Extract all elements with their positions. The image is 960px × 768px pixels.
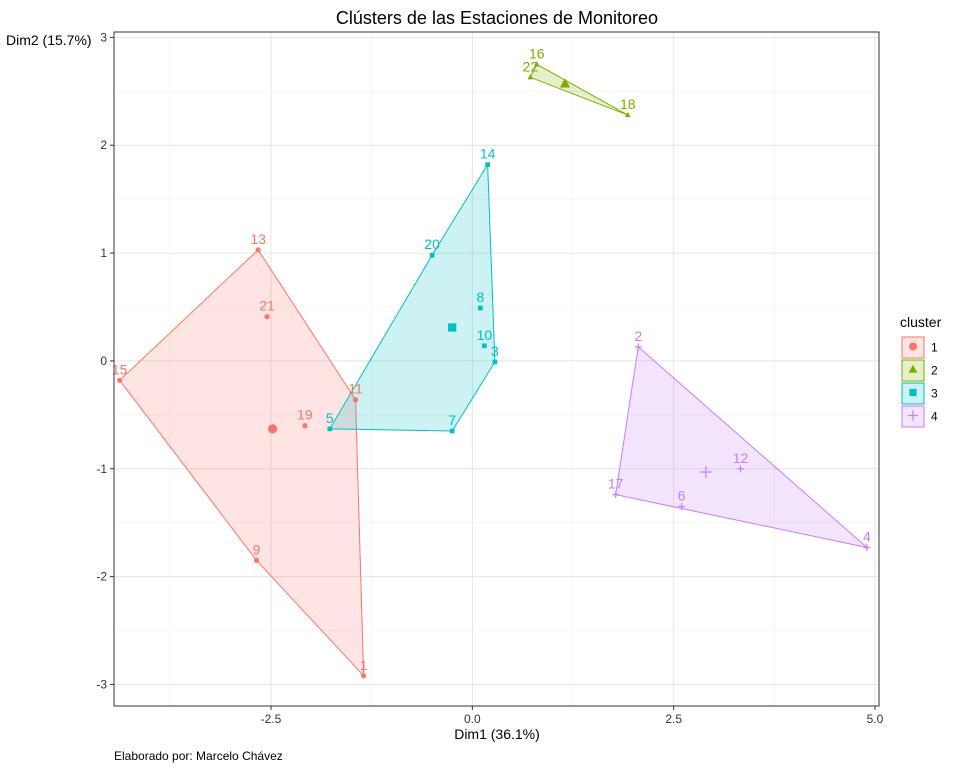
point-label-16: 16 — [529, 45, 545, 61]
point-label-8: 8 — [476, 289, 484, 305]
y-tick-label: 3 — [100, 30, 107, 44]
plot-panel-border — [113, 31, 880, 707]
point-label-19: 19 — [297, 407, 313, 423]
point-label-22: 22 — [523, 58, 539, 74]
legend-marker-2 — [908, 364, 918, 373]
legend-label-1: 1 — [931, 341, 938, 355]
point-1 — [361, 673, 367, 679]
chart-title: Clústers de las Estaciones de Monitoreo — [336, 8, 658, 28]
cluster-hulls — [118, 63, 869, 678]
centroid-1 — [268, 424, 278, 434]
point-10 — [482, 343, 487, 349]
point-4 — [863, 544, 871, 551]
point-11 — [352, 397, 359, 403]
point-label-9: 9 — [253, 541, 261, 557]
cluster-hull-3 — [328, 162, 496, 432]
point-14 — [485, 162, 490, 167]
x-tick-label: 5.0 — [867, 712, 884, 726]
point-label-5: 5 — [326, 410, 334, 426]
point-label-3: 3 — [491, 343, 499, 359]
point-label-1: 1 — [360, 657, 368, 673]
point-7 — [449, 428, 455, 434]
centroid-3 — [448, 323, 457, 332]
point-label-7: 7 — [448, 412, 456, 428]
plot-background — [114, 32, 879, 706]
cluster-hull-2 — [529, 63, 629, 116]
y-tick-label: 1 — [100, 246, 107, 260]
centroid-4 — [699, 466, 712, 478]
point-5 — [327, 426, 333, 432]
point-label-6: 6 — [678, 487, 686, 503]
legend-title: cluster — [900, 314, 942, 330]
point-8 — [478, 305, 483, 311]
point-label-21: 21 — [259, 298, 275, 314]
point-21 — [264, 314, 270, 320]
point-18 — [624, 111, 631, 118]
point-label-15: 15 — [112, 361, 128, 377]
point-15 — [117, 377, 123, 383]
y-axis-title: Dim2 (15.7%) — [6, 32, 92, 48]
x-axis-title: Dim1 (36.1%) — [454, 726, 540, 742]
point-label-10: 10 — [477, 327, 493, 343]
legend-label-4: 4 — [931, 410, 938, 424]
cluster-hull-4 — [615, 345, 869, 549]
legend-label-3: 3 — [931, 387, 938, 401]
point-label-11: 11 — [348, 381, 363, 397]
centroid-2 — [559, 78, 571, 88]
point-label-20: 20 — [424, 236, 440, 252]
point-label-12: 12 — [733, 450, 749, 466]
point-label-2: 2 — [634, 328, 642, 344]
point-13 — [255, 247, 261, 253]
y-tick-label: 2 — [100, 138, 107, 152]
point-label-18: 18 — [620, 96, 636, 112]
y-tick-label: 0 — [100, 354, 107, 368]
x-tick-label: 0.0 — [464, 712, 481, 726]
x-tick-label: -2.5 — [261, 712, 282, 726]
point-label-14: 14 — [480, 146, 496, 162]
point-3 — [492, 359, 498, 365]
point-6 — [678, 503, 686, 510]
y-tick-label: -1 — [96, 462, 107, 476]
plot-grid — [114, 32, 879, 706]
point-label-17: 17 — [608, 476, 624, 492]
data-points — [117, 61, 871, 679]
point-label-4: 4 — [863, 528, 871, 544]
point-label-13: 13 — [250, 231, 266, 247]
cluster-hull-1 — [118, 249, 365, 678]
point-17 — [612, 491, 620, 499]
y-tick-label: -2 — [96, 570, 107, 584]
legend: cluster 1 2 3 4 — [900, 314, 942, 428]
legend-marker-3 — [909, 388, 917, 397]
point-2 — [634, 343, 642, 351]
legend-marker-4 — [907, 410, 919, 421]
y-tick-label: -3 — [96, 677, 107, 691]
point-9 — [253, 557, 260, 564]
legend-marker-1 — [909, 342, 917, 351]
point-12 — [737, 465, 744, 473]
point-22 — [527, 74, 534, 80]
chart-caption: Elaborado por: Marcelo Chávez — [114, 749, 283, 763]
point-19 — [302, 423, 308, 429]
legend-label-2: 2 — [931, 364, 938, 378]
point-16 — [533, 61, 540, 67]
point-20 — [429, 252, 435, 258]
x-tick-label: 2.5 — [665, 712, 682, 726]
